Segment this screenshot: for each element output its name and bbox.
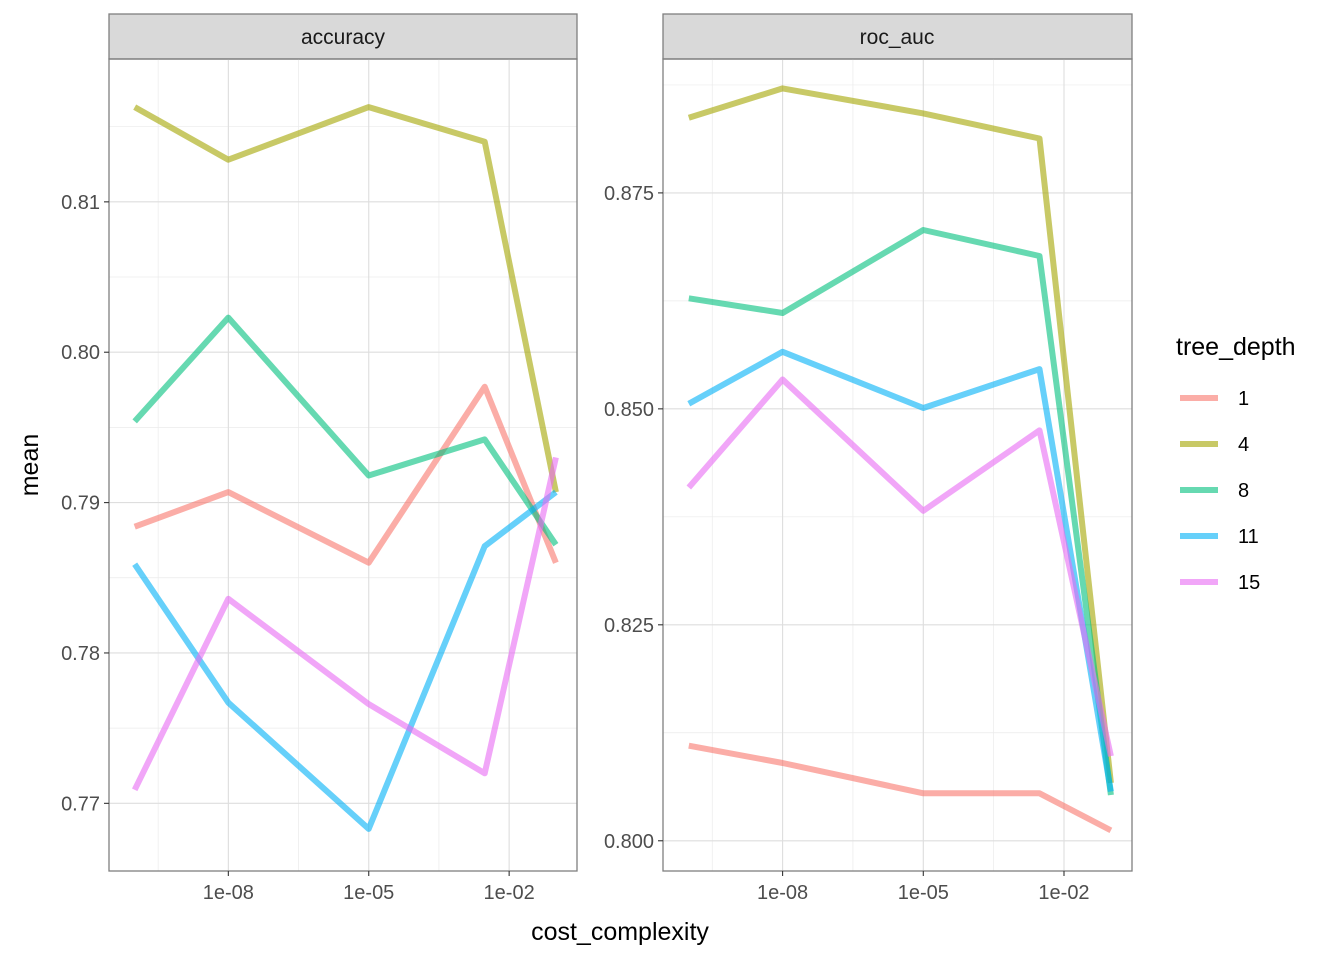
y-tick-label: 0.81	[61, 192, 100, 214]
legend-title: tree_depth	[1176, 333, 1296, 361]
legend-items: 1 4 8 11 15	[1180, 388, 1260, 594]
series-line-depth-11	[687, 348, 1114, 793]
strip-label-accuracy: accuracy	[301, 26, 386, 49]
y-axis-title: mean	[16, 434, 44, 497]
y-tick-label: 0.825	[604, 615, 654, 637]
strip-background	[108, 13, 578, 60]
grid	[109, 59, 577, 871]
y-tick-label: 0.850	[604, 399, 654, 421]
y-tick-label: 0.80	[61, 342, 100, 364]
panel-accuracy: accuracy 0.77 0.78 0.79 0.80 0.81 1e-08 1e-05…	[61, 13, 578, 904]
strip-label-roc-auc: roc_auc	[860, 26, 935, 49]
y-tick-label: 0.800	[604, 831, 654, 853]
series-line-depth-1	[133, 383, 559, 566]
x-tick-label: 1e-02	[484, 882, 535, 904]
y-tick-label: 0.78	[61, 643, 100, 665]
grid	[663, 59, 1132, 871]
legend-label-4: 4	[1238, 434, 1249, 456]
y-tick-label: 0.79	[61, 493, 100, 515]
y-axis-ticks: 0.800 0.825 0.850 0.875	[604, 183, 663, 853]
panel-border	[662, 58, 1133, 872]
series-line-depth-15	[686, 376, 1114, 757]
x-axis-ticks: 1e-08 1e-05 1e-02	[757, 871, 1090, 904]
x-axis-ticks: 1e-08 1e-05 1e-02	[203, 871, 535, 904]
series-lines	[132, 104, 559, 832]
x-tick-label: 1e-05	[898, 882, 949, 904]
x-tick-label: 1e-08	[757, 882, 808, 904]
legend-label-1: 1	[1238, 388, 1249, 410]
series-line-depth-1	[688, 742, 1113, 834]
x-tick-label: 1e-08	[203, 882, 254, 904]
y-axis-ticks: 0.77 0.78 0.79 0.80 0.81	[61, 192, 109, 815]
y-tick-label: 0.77	[61, 793, 100, 815]
legend-label-8: 8	[1238, 480, 1249, 502]
legend-label-15: 15	[1238, 572, 1260, 594]
series-line-depth-15	[132, 456, 559, 792]
series-lines	[686, 85, 1114, 834]
series-line-depth-8	[132, 314, 559, 547]
series-line-depth-8	[688, 227, 1114, 796]
x-axis-title: cost_complexity	[531, 918, 709, 946]
legend: tree_depth 1 4 8 11 15	[1176, 333, 1296, 594]
series-line-depth-4	[133, 104, 559, 493]
x-tick-label: 1e-02	[1038, 882, 1089, 904]
legend-label-11: 11	[1238, 526, 1259, 548]
panel-border	[108, 58, 578, 872]
x-tick-label: 1e-05	[343, 882, 394, 904]
series-line-depth-4	[687, 85, 1114, 784]
y-tick-label: 0.875	[604, 183, 654, 205]
